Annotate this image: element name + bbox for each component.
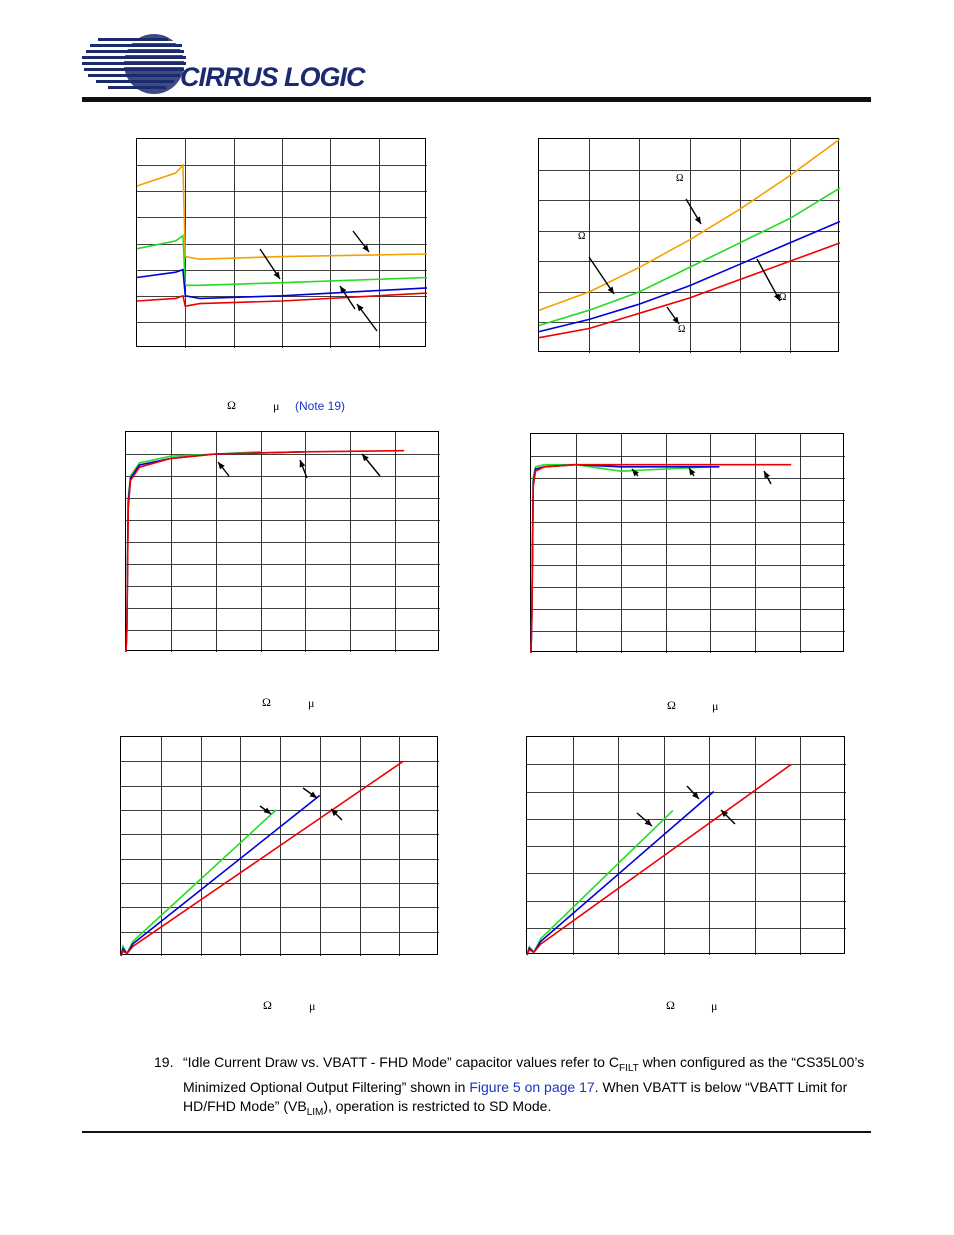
series-line-red (538, 242, 841, 339)
series-line-green (136, 234, 428, 287)
chart-2 (538, 138, 841, 353)
footnote-sub-lim: LIM (306, 1106, 324, 1118)
annotation-arrow (361, 453, 381, 477)
chart-1-svg (136, 139, 428, 348)
footer-divider (82, 1131, 871, 1133)
chart-3-svg (125, 432, 440, 653)
chart-5-svg (120, 737, 439, 957)
caption-4-mu: μ (712, 699, 719, 713)
caption-1-mu: μ (273, 399, 280, 413)
series-line-blue (136, 268, 428, 300)
caption-4-omega: Ω (667, 698, 676, 712)
chart-2-omega-label-4: Ω (678, 324, 686, 335)
series-line-blue (538, 220, 841, 333)
annotation-arrow (756, 258, 781, 302)
chart-2-omega-label-2: Ω (578, 231, 586, 242)
annotation-arrow (299, 459, 308, 479)
annotation-arrow (302, 787, 318, 799)
series-line-red (530, 463, 792, 654)
caption-3-mu: μ (308, 696, 315, 710)
caption-3-omega: Ω (262, 695, 271, 709)
annotation-arrow (330, 808, 343, 821)
caption-6-mu: μ (711, 999, 718, 1013)
annotation-arrow (588, 256, 615, 295)
annotation-arrow (631, 468, 639, 477)
series-line-blue (125, 451, 306, 653)
chart-3 (125, 431, 440, 653)
caption-6-omega: Ω (666, 998, 675, 1012)
footnote-number: 19. (154, 1054, 174, 1070)
annotation-arrow (686, 785, 700, 800)
series-line-green (125, 451, 261, 653)
annotation-arrow (763, 470, 772, 485)
figure-5-link[interactable]: Figure 5 on page 17 (469, 1078, 595, 1095)
annotation-arrow (666, 306, 680, 325)
chart-4-svg (530, 434, 845, 654)
annotation-arrow (217, 461, 230, 477)
footnote-text-2: when configured as the “CS35L00’s Minimi… (183, 1054, 865, 1095)
cirrus-logo-icon (82, 34, 186, 94)
series-line-green (530, 463, 711, 654)
annotation-arrow (688, 467, 696, 477)
caption-1-omega: Ω (227, 398, 236, 412)
footnote-text-4: ), operation is restricted to SD Mode. (323, 1097, 552, 1114)
footnote-sub-filt: FILT (618, 1062, 639, 1074)
chart-6-svg (526, 737, 846, 956)
note-19-link[interactable]: (Note 19) (295, 399, 346, 413)
registered-mark: ® (349, 70, 355, 77)
series-line-orange (538, 138, 841, 311)
series-line-red (120, 760, 404, 957)
series-line-blue (530, 463, 720, 654)
series-line-green (538, 187, 841, 327)
series-line-blue (120, 794, 321, 957)
annotation-arrow (339, 285, 356, 310)
chart-5 (120, 736, 439, 957)
brand-name: CIRRUS LOGIC (180, 62, 366, 92)
annotation-arrow (352, 230, 370, 253)
annotation-arrow (685, 198, 702, 225)
annotation-arrow (356, 303, 378, 332)
caption-5-mu: μ (309, 999, 316, 1013)
chart-1 (136, 138, 428, 348)
footnote-text-1: “Idle Current Draw vs. VBATT - FHD Mode”… (183, 1054, 619, 1070)
caption-5-omega: Ω (263, 998, 272, 1012)
annotation-arrow (259, 248, 281, 280)
series-line-red (526, 763, 792, 956)
series-line-red (125, 449, 405, 653)
series-line-orange (136, 163, 428, 261)
series-line-red (136, 292, 428, 308)
footnote-text: “Idle Current Draw vs. VBATT - FHD Mode”… (183, 1053, 873, 1122)
annotation-arrow (259, 805, 272, 815)
chart-4 (530, 433, 845, 654)
annotation-arrow (720, 809, 736, 825)
chart-6 (526, 736, 846, 956)
chart-2-svg (538, 138, 841, 353)
chart-2-omega-label-1: Ω (676, 173, 684, 184)
chart-2-omega-label-3: Ω (779, 292, 787, 303)
footnote-text-3: . When VBATT is below “VBATT Limit for H… (183, 1078, 848, 1114)
header-divider (82, 97, 871, 102)
